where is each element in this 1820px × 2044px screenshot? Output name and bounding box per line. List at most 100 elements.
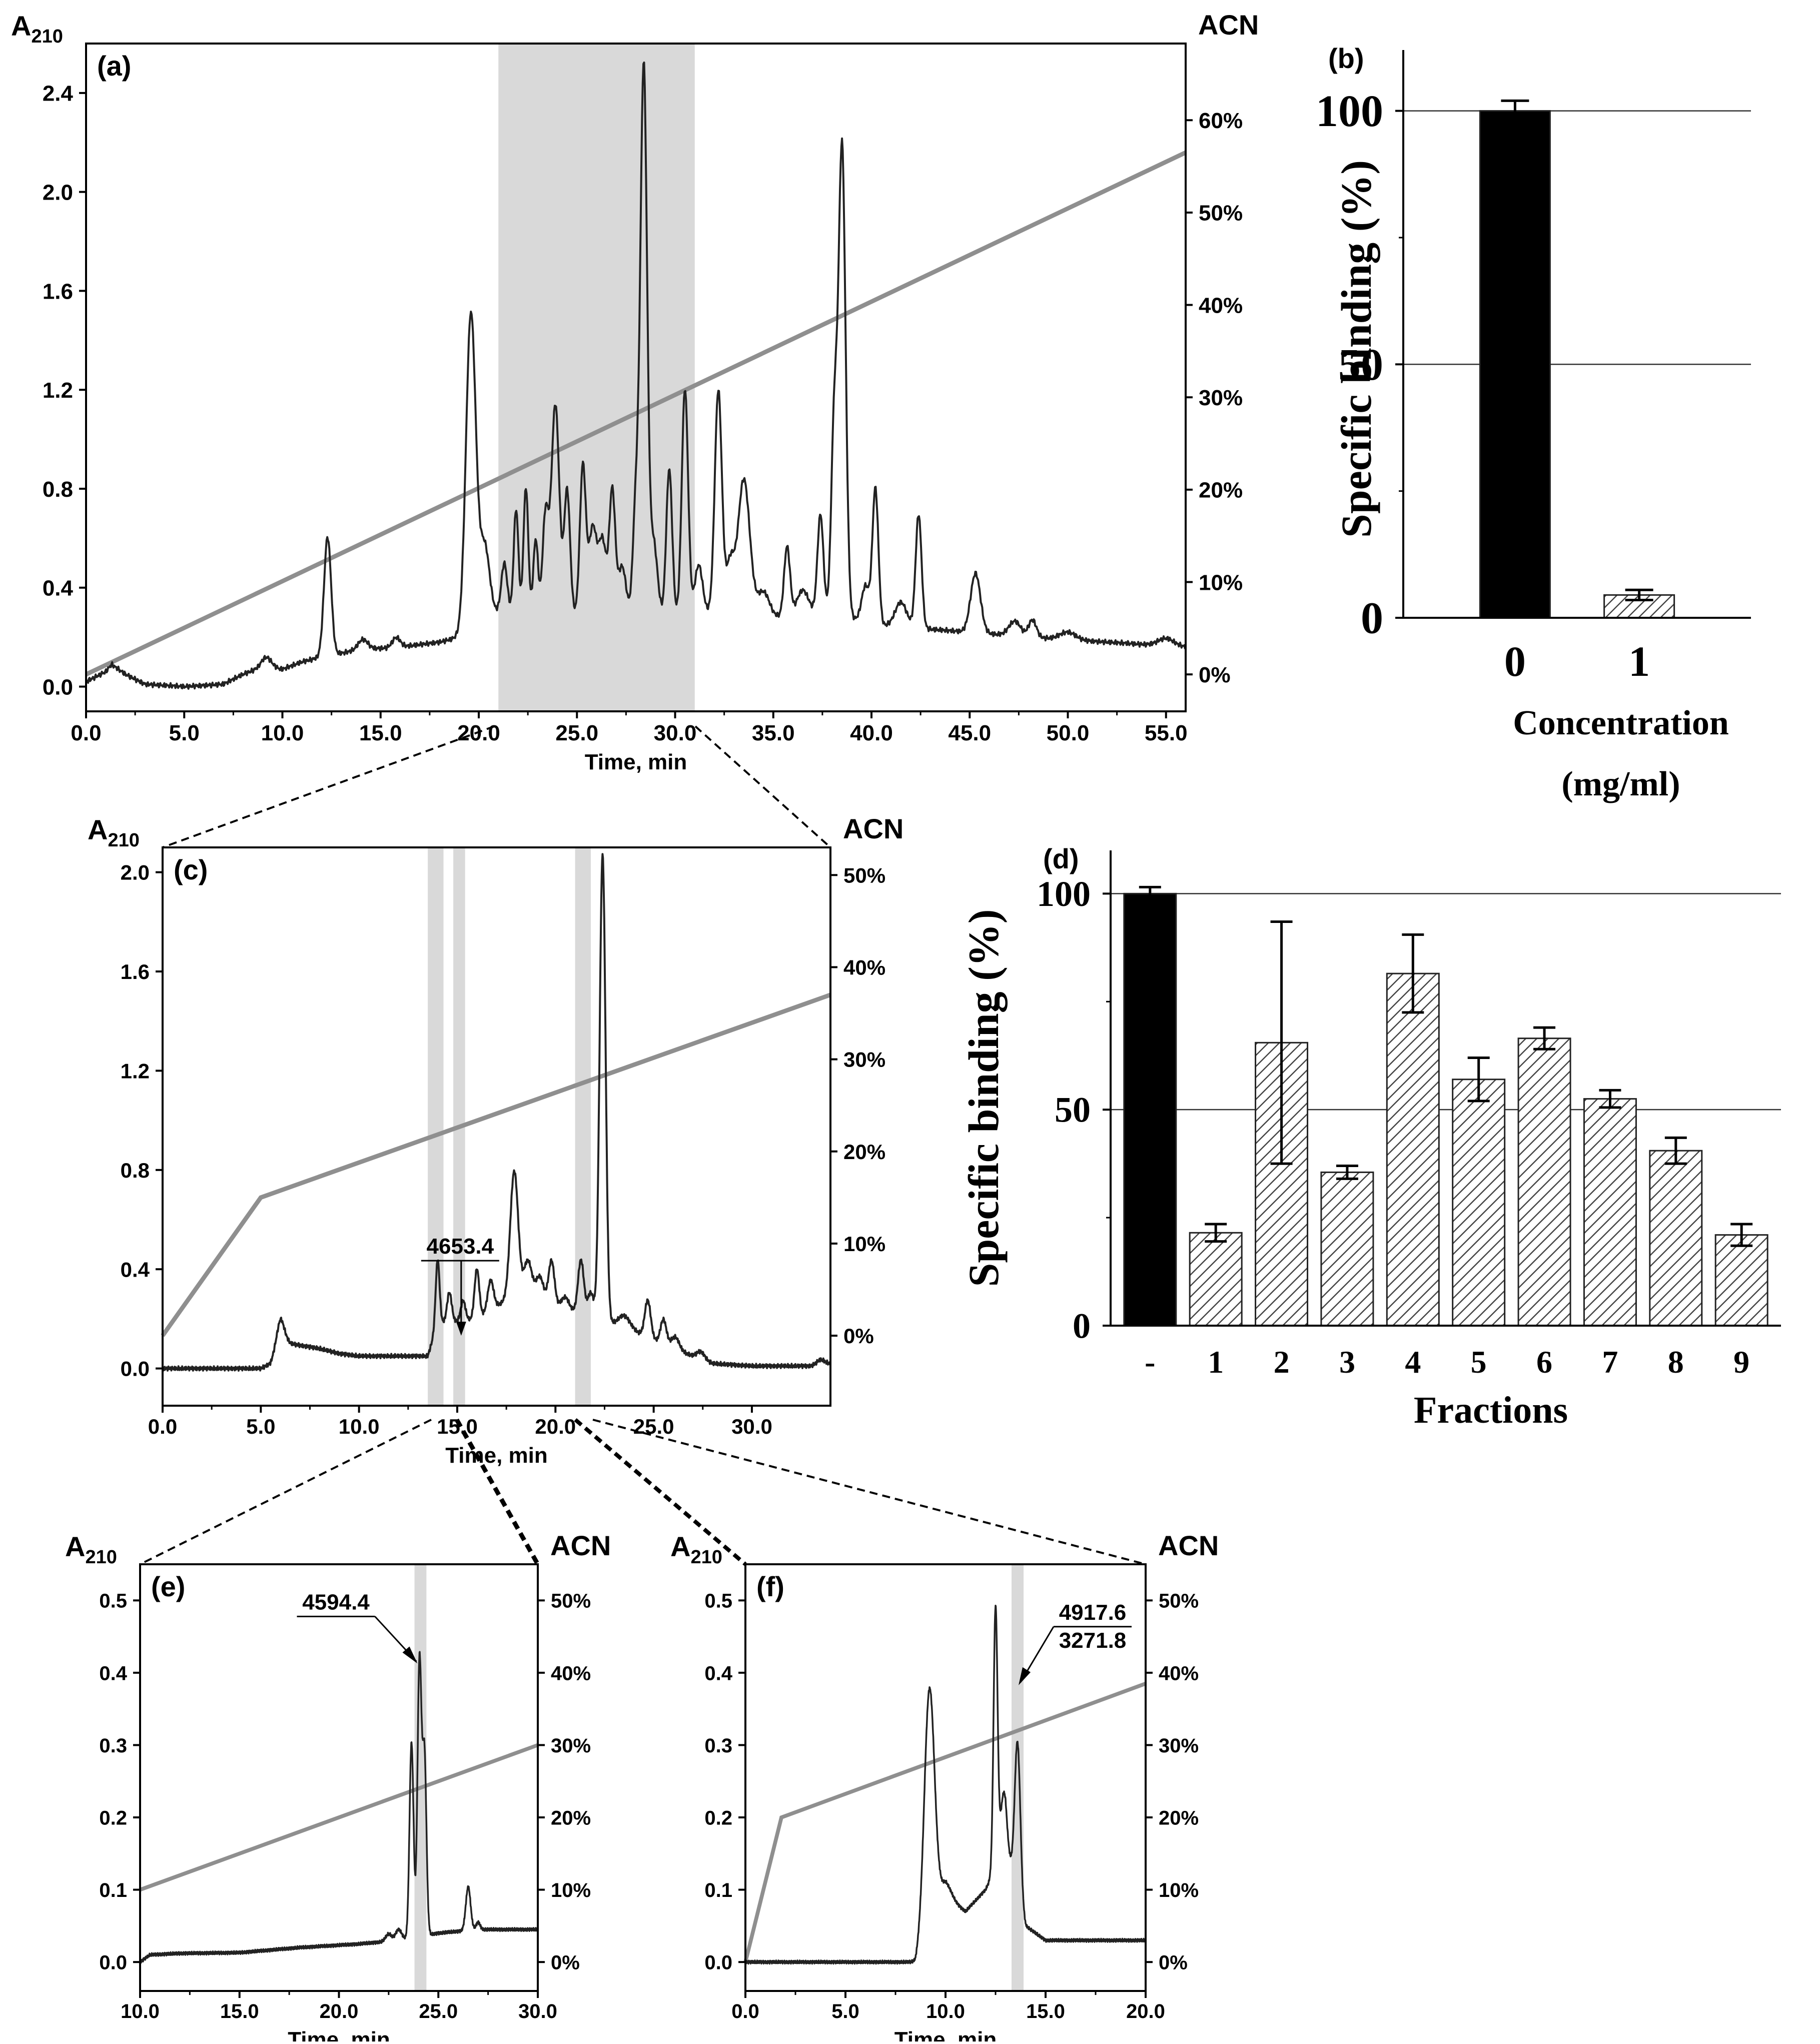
panel-e-label: (e): [151, 1571, 185, 1602]
panel-a-y-tick-label-0: 0.0: [43, 675, 73, 699]
panel-c-y2-tick-label-3: 30%: [843, 1048, 885, 1072]
panel-e-shaded-region-1: [414, 1564, 427, 1991]
panel-d-y-tick-label-2: 100: [1037, 874, 1091, 914]
panel-b-y-tick-label-0: 0: [1361, 594, 1383, 643]
panel-a-x-tick-label-8: 40.0: [850, 721, 893, 745]
panel-c-acn-gradient-line: [161, 992, 831, 1337]
panel-f-label: (f): [756, 1571, 784, 1602]
panel-e-x-tick-label-2: 20.0: [320, 2000, 359, 2022]
panel-d-x-tick-label-8: 8: [1668, 1344, 1684, 1380]
panel-e-y2-tick-label-0: 0%: [551, 1952, 580, 1974]
panel-d-bar-chart: - 1 2 3 4 5 6 7 8 9 0 50 100 (d) Specific binding (…: [960, 843, 1781, 1431]
panel-d-x-tick-label-1: 1: [1208, 1344, 1224, 1380]
panel-f-annotation-arrowhead: [1019, 1667, 1031, 1685]
panel-c-annotation: 4653.4: [421, 1234, 499, 1336]
panel-c-y2-tick-label-0: 0%: [843, 1324, 874, 1348]
panel-f-x-tick-label-1: 5.0: [831, 2000, 859, 2022]
panel-d-x-tick-label-9: 9: [1733, 1344, 1749, 1380]
panel-c-annotation-arrowhead: [456, 1322, 466, 1336]
panel-a-x-tick-label-6: 30.0: [654, 721, 697, 745]
panel-f-acn-gradient-line: [743, 1681, 1147, 1963]
panel-e-y-tick-label-3: 0.3: [99, 1735, 127, 1757]
panel-a-y2-tick-label-0: 0%: [1199, 663, 1231, 687]
panel-c-y2-tick-label-1: 10%: [843, 1232, 885, 1256]
panel-a-y2-tick-label-5: 50%: [1199, 201, 1243, 226]
panel-e-y2-tick-label-3: 30%: [551, 1735, 591, 1757]
panel-a-x-tick-label-9: 45.0: [948, 721, 991, 745]
panel-c-x-tick-label-3: 15.0: [437, 1415, 478, 1438]
panel-c-x-tick-label-1: 5.0: [246, 1415, 275, 1438]
panel-c-y2-title: ACN: [843, 813, 903, 844]
panel-d-x-tick-label-5: 5: [1471, 1344, 1487, 1380]
panel-a-y-tick-label-4: 1.6: [43, 279, 73, 304]
panel-a-y2-title: ACN: [1198, 9, 1259, 41]
panel-e-y-tick-label-1: 0.1: [99, 1879, 127, 1901]
panel-c-y2-tick-label-4: 40%: [843, 956, 885, 979]
panel-d-x-tick-label-2: 2: [1274, 1344, 1290, 1380]
panel-a-x-tick-label-2: 10.0: [261, 721, 304, 745]
panel-c-shaded-region-1: [428, 847, 444, 1406]
panel-d-bar-6: [1517, 1038, 1571, 1327]
connector-a-c-right: [694, 725, 831, 848]
zoom-connectors: [140, 725, 1146, 1566]
panel-f-x-tick-label-2: 10.0: [926, 2000, 965, 2022]
panel-c-label: (c): [174, 854, 208, 885]
panel-d-bar-1: [1189, 1232, 1243, 1327]
panel-c-x-tick-label-2: 10.0: [339, 1415, 380, 1438]
panel-c-x-tick-label-4: 20.0: [535, 1415, 576, 1438]
panel-b-bar-0: [1479, 110, 1551, 619]
panel-c-y2-tick-label-2: 20%: [843, 1140, 885, 1164]
panel-e-x-title: Time, min: [288, 2027, 390, 2041]
panel-c-y-tick-label-3: 1.2: [121, 1060, 150, 1083]
panel-a-y-tick-label-5: 2.0: [43, 181, 73, 205]
panel-f-x-tick-label-4: 20.0: [1126, 2000, 1165, 2022]
panel-e-annotation-arrowhead: [402, 1646, 418, 1664]
panel-b-x-title-line1: Concentration: [1513, 704, 1729, 742]
panel-c-y2-tick-label-5: 50%: [843, 863, 885, 887]
panel-f-y2-tick-label-4: 40%: [1159, 1662, 1199, 1684]
panel-e-y2-tick-label-2: 20%: [551, 1807, 591, 1829]
panel-a-y2-tick-label-2: 20%: [1199, 478, 1243, 503]
panel-f-y2-tick-label-5: 50%: [1159, 1590, 1199, 1612]
panel-c-y-tick-label-5: 2.0: [121, 861, 150, 884]
panel-f-y-tick-label-1: 0.1: [704, 1879, 732, 1901]
connector-c-f-left: [574, 1418, 747, 1566]
panel-e-y-title: A210: [65, 1531, 117, 1568]
panel-d-x-title: Fractions: [1414, 1389, 1568, 1431]
panel-a-x-tick-label-10: 50.0: [1047, 721, 1090, 745]
panel-f-y2-tick-label-2: 20%: [1159, 1807, 1199, 1829]
panel-c-mass-label: 4653.4: [427, 1234, 494, 1259]
connector-c-f-right: [592, 1419, 1146, 1565]
panel-c-x-title: Time, min: [445, 1443, 548, 1468]
panel-a-x-tick-label-4: 20.0: [457, 721, 500, 745]
panel-a-y-tick-label-1: 0.4: [43, 576, 74, 601]
panel-e-acn-gradient-line: [139, 1743, 539, 1892]
panel-d-bar-3: [1320, 1171, 1374, 1327]
panel-e-absorbance-trace: [139, 1651, 539, 1964]
panel-a-x-tick-label-3: 15.0: [359, 721, 402, 745]
panel-a-absorbance-trace: [85, 61, 1186, 690]
panel-e-x-tick-label-3: 25.0: [419, 2000, 458, 2022]
panel-f-y2-tick-label-1: 10%: [1159, 1879, 1199, 1901]
panel-b-x-title-line2: (mg/ml): [1561, 765, 1680, 803]
panel-a-y-title: A210: [11, 10, 63, 47]
panel-c-y-tick-label-2: 0.8: [121, 1159, 150, 1182]
panel-c-y-tick-label-4: 1.6: [121, 960, 150, 983]
panel-a-y-tick-label-3: 1.2: [43, 378, 73, 403]
panel-a-axes-frame: [85, 43, 1187, 712]
panel-e-y2-tick-label-4: 40%: [551, 1662, 591, 1684]
panel-d-y-tick-label-1: 50: [1055, 1090, 1091, 1130]
panel-c-chromatogram: 0.0 5.0 10.0 15.0 20.0 25.0 30.0 0.0 0.4 0.8 1.2 1.…: [88, 813, 903, 1468]
panel-b-x-tick-label-1: 1: [1628, 637, 1650, 685]
panel-e-y2-title: ACN: [550, 1530, 611, 1561]
panel-a-chromatogram: 0.0 5.0 10.0 15.0 20.0 25.0 30.0 35.0 40.0 45.0 50…: [11, 9, 1259, 774]
panel-b-y-tick-label-1: 50: [1338, 340, 1383, 390]
panel-e-y-tick-label-2: 0.2: [99, 1807, 127, 1829]
connector-c-e-right: [455, 1418, 540, 1566]
panel-c-y-tick-label-1: 0.4: [121, 1258, 150, 1281]
panel-f-y-title: A210: [670, 1531, 722, 1568]
panel-d-x-tick-label-6: 6: [1536, 1344, 1552, 1380]
panel-a-label: (a): [97, 50, 131, 82]
